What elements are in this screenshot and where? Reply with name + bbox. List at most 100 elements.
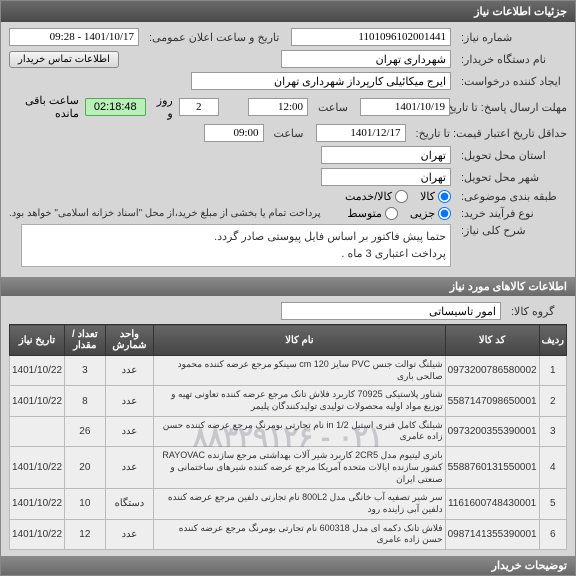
table-cell: شیلنگ توالت جنس PVC سایز 120 cm سینکو مر… [154, 356, 445, 386]
payment-note: پرداخت تمام یا بخشی از مبلغ خرید،از محل … [9, 208, 321, 219]
table-row[interactable]: 10973200786580002شیلنگ توالت جنس PVC سای… [10, 356, 567, 386]
buytype-label: نوع فرآیند خرید: [457, 207, 567, 220]
table-cell: 1161600748430001 [445, 489, 539, 519]
table-cell: عدد [105, 416, 154, 446]
table-cell: عدد [105, 447, 154, 489]
table-cell: 5588760131550001 [445, 447, 539, 489]
table-row[interactable]: 30973200355390001شیلنگ کامل فنری استیل 1… [10, 416, 567, 446]
table-cell: 0987141355390001 [445, 519, 539, 549]
table-cell: 3 [539, 416, 566, 446]
group-label: گروه کالا: [507, 305, 567, 318]
radio-minor-label: جزیی [410, 207, 435, 220]
table-cell [10, 416, 65, 446]
radio-goods[interactable]: کالا [420, 190, 451, 203]
org-input[interactable] [281, 50, 451, 68]
radio-goods-input[interactable] [438, 190, 451, 203]
radio-goods-label: کالا [420, 190, 435, 203]
table-header: واحد شمارش [105, 325, 154, 356]
validity-time-input[interactable] [204, 124, 264, 142]
table-wrap: ۰۲۱ - ۸۸۳۲۹۱۲۶ ردیفکد کالانام کالاواحد ش… [9, 324, 567, 550]
province-input[interactable] [321, 146, 451, 164]
form-area: شماره نیاز: تاریخ و ساعت اعلان عمومی: نا… [1, 22, 575, 277]
city-input[interactable] [321, 168, 451, 186]
table-header: نام کالا [154, 325, 445, 356]
validity-label: حداقل تاریخ اعتبار قیمت: تا تاریخ: [412, 127, 567, 140]
table-cell: 1401/10/22 [10, 386, 65, 416]
table-cell: عدد [105, 356, 154, 386]
table-cell: 20 [65, 447, 106, 489]
table-cell: 3 [65, 356, 106, 386]
table-cell: 1401/10/22 [10, 356, 65, 386]
radio-service-label: کالا/خدمت [345, 190, 392, 203]
class-radio-group: کالا کالا/خدمت [345, 190, 451, 203]
table-cell: 6 [539, 519, 566, 549]
footer-bar: توضیحات خریدار [1, 556, 575, 575]
announce-input[interactable] [9, 28, 139, 46]
table-cell: 0973200355390001 [445, 416, 539, 446]
radio-medium-label: متوسط [347, 207, 382, 220]
table-cell: شناور پلاستیکی 70925 کاربرد فلاش تانک مر… [154, 386, 445, 416]
radio-minor[interactable]: جزیی [410, 207, 451, 220]
province-label: استان محل تحویل: [457, 149, 567, 162]
table-row[interactable]: 25587147098650001شناور پلاستیکی 70925 کا… [10, 386, 567, 416]
table-cell: 12 [65, 519, 106, 549]
buytype-radio-group: جزیی متوسط [347, 207, 451, 220]
desc-label: شرح کلی نیاز: [457, 224, 567, 237]
table-cell: 4 [539, 447, 566, 489]
req-no-input[interactable] [291, 28, 451, 46]
table-cell: عدد [105, 519, 154, 549]
table-row[interactable]: 60987141355390001فلاش تانک دکمه ای مدل 6… [10, 519, 567, 549]
org-label: نام دستگاه خریدار: [457, 53, 567, 66]
table-cell: 10 [65, 489, 106, 519]
table-cell: عدد [105, 386, 154, 416]
remain-label: ساعت باقی مانده [9, 94, 79, 120]
desc-box: حتما پیش فاکتور بر اساس فایل پیوستی صادر… [21, 224, 451, 267]
radio-service[interactable]: کالا/خدمت [345, 190, 408, 203]
table-cell: 1401/10/22 [10, 447, 65, 489]
goods-header: اطلاعات کالاهای مورد نیاز [1, 277, 575, 296]
table-cell: 26 [65, 416, 106, 446]
table-header: ردیف [539, 325, 566, 356]
table-cell: 8 [65, 386, 106, 416]
contact-button[interactable]: اطلاعات تماس خریدار [9, 51, 119, 68]
radio-medium-input[interactable] [385, 207, 398, 220]
group-input[interactable] [281, 302, 501, 320]
table-cell: 5 [539, 489, 566, 519]
table-cell: 1401/10/22 [10, 519, 65, 549]
deadline-label: مهلت ارسال پاسخ: تا تاریخ: [456, 101, 567, 114]
table-cell: دستگاه [105, 489, 154, 519]
radio-service-input[interactable] [395, 190, 408, 203]
table-header: تاریخ نیاز [10, 325, 65, 356]
table-cell: 0973200786580002 [445, 356, 539, 386]
table-cell: باتری لیتیوم مدل 2CR5 کاربرد شیر آلات به… [154, 447, 445, 489]
table-cell: 5587147098650001 [445, 386, 539, 416]
days-left-label: روز و [152, 94, 173, 120]
radio-medium[interactable]: متوسط [347, 207, 398, 220]
table-row[interactable]: 45588760131550001باتری لیتیوم مدل 2CR5 ک… [10, 447, 567, 489]
time-label-1: ساعت [314, 101, 354, 114]
time-label-2: ساعت [270, 127, 310, 140]
goods-table: ردیفکد کالانام کالاواحد شمارشتعداد / مقد… [9, 324, 567, 550]
table-cell: سر شیر تصفیه آب خانگی مدل 800L2 نام تجار… [154, 489, 445, 519]
creator-label: ایجاد کننده درخواست: [457, 75, 567, 88]
req-no-label: شماره نیاز: [457, 31, 567, 44]
table-row[interactable]: 51161600748430001سر شیر تصفیه آب خانگی م… [10, 489, 567, 519]
radio-minor-input[interactable] [438, 207, 451, 220]
deadline-time-input[interactable] [248, 98, 308, 116]
table-cell: 2 [539, 386, 566, 416]
city-label: شهر محل تحویل: [457, 171, 567, 184]
class-label: طبقه بندی موضوعی: [457, 190, 567, 203]
creator-input[interactable] [191, 72, 451, 90]
days-left-input[interactable] [179, 98, 219, 116]
table-cell: فلاش تانک دکمه ای مدل 600318 نام تجارتی … [154, 519, 445, 549]
announce-label: تاریخ و ساعت اعلان عمومی: [145, 31, 279, 44]
deadline-date-input[interactable] [360, 98, 450, 116]
table-header: تعداد / مقدار [65, 325, 106, 356]
countdown-box: 02:18:48 [85, 98, 146, 116]
table-cell: 1 [539, 356, 566, 386]
validity-date-input[interactable] [316, 124, 406, 142]
table-cell: شیلنگ کامل فنری استیل 1/2 in نام تجارتی … [154, 416, 445, 446]
table-cell: 1401/10/22 [10, 489, 65, 519]
panel-title: جزئیات اطلاعات نیاز [1, 1, 575, 22]
table-header: کد کالا [445, 325, 539, 356]
